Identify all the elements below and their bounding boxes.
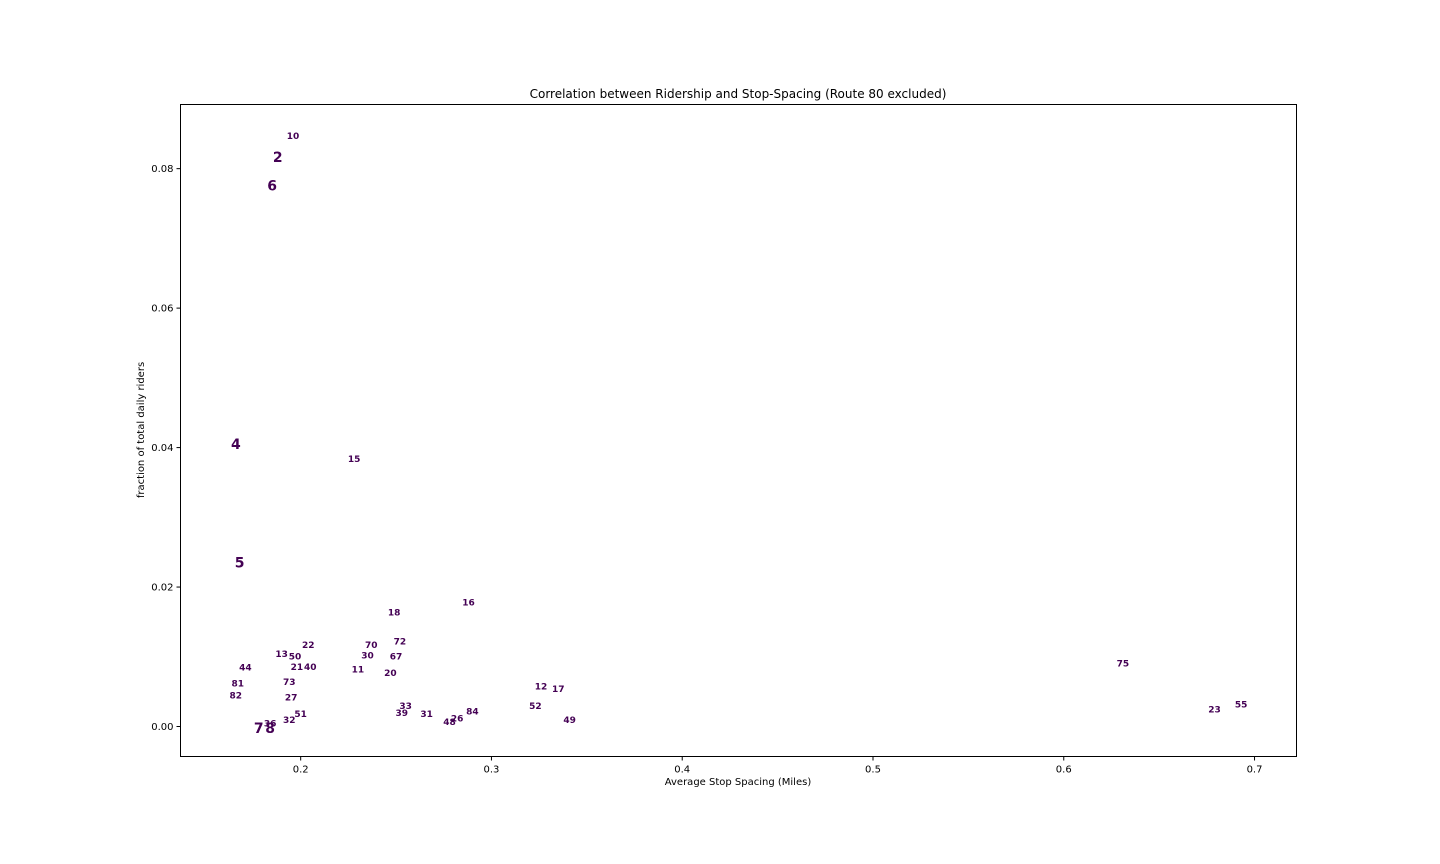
route-point-48: 48 [443, 718, 456, 728]
route-point-84: 84 [466, 707, 479, 717]
route-point-32: 32 [283, 716, 296, 726]
route-point-40: 40 [304, 663, 317, 673]
route-point-52: 52 [529, 702, 542, 712]
route-point-67: 67 [390, 652, 403, 662]
route-point-6: 6 [267, 178, 277, 194]
route-point-8: 8 [265, 721, 275, 737]
route-point-11: 11 [352, 666, 365, 676]
route-point-49: 49 [563, 716, 576, 726]
route-point-27: 27 [285, 693, 298, 703]
route-point-23: 23 [1208, 705, 1221, 715]
y-tick-label: 0.08 [151, 164, 173, 175]
route-point-5: 5 [235, 556, 245, 572]
x-tick-label: 0.7 [1247, 765, 1263, 776]
route-point-44: 44 [239, 663, 252, 673]
route-point-31: 31 [420, 710, 433, 720]
x-tick-label: 0.3 [484, 765, 500, 776]
route-point-21: 21 [291, 663, 304, 673]
route-point-30: 30 [361, 652, 374, 662]
route-point-51: 51 [294, 710, 307, 720]
x-tick-label: 0.5 [865, 765, 881, 776]
route-point-50: 50 [289, 652, 302, 662]
x-tick-label: 0.4 [674, 765, 690, 776]
x-tick-label: 0.2 [293, 765, 309, 776]
route-point-12: 12 [535, 682, 548, 692]
route-point-4: 4 [231, 437, 241, 453]
route-point-18: 18 [388, 608, 401, 618]
route-point-55: 55 [1235, 700, 1248, 710]
x-axis-label: Average Stop Spacing (Miles) [665, 777, 812, 788]
route-point-72: 72 [394, 638, 407, 648]
y-tick-label: 0.02 [151, 583, 173, 594]
x-tick-label: 0.6 [1056, 765, 1072, 776]
route-point-70: 70 [365, 641, 378, 651]
route-point-22: 22 [302, 641, 315, 651]
route-point-7: 7 [254, 721, 264, 737]
route-point-73: 73 [283, 678, 296, 688]
route-point-82: 82 [230, 691, 243, 701]
y-tick-label: 0.06 [151, 304, 173, 315]
route-point-10: 10 [287, 132, 300, 142]
route-point-81: 81 [231, 680, 244, 690]
chart-title: Correlation between Ridership and Stop-S… [530, 87, 947, 101]
y-tick-label: 0.04 [151, 443, 173, 454]
route-point-20: 20 [384, 669, 397, 679]
route-point-15: 15 [348, 455, 361, 465]
route-point-16: 16 [462, 599, 475, 609]
route-point-2: 2 [273, 150, 283, 166]
route-point-39: 39 [396, 709, 409, 719]
y-tick-label: 0.00 [151, 722, 173, 733]
y-axis-label: fraction of total daily riders [136, 362, 147, 498]
route-point-75: 75 [1117, 659, 1130, 669]
route-point-17: 17 [552, 685, 565, 695]
route-point-13: 13 [275, 650, 288, 660]
